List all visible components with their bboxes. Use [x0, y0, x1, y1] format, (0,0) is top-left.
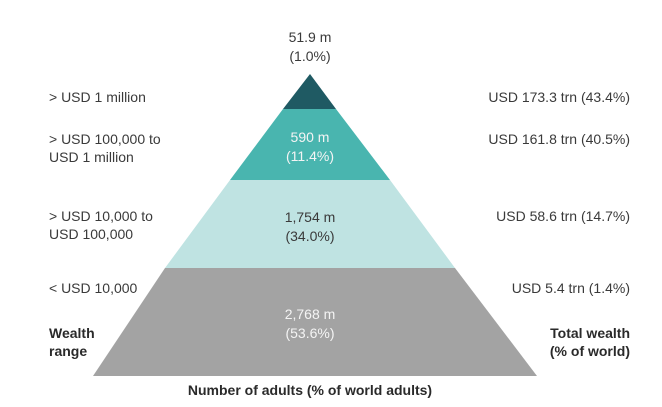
pyramid-tier-top	[283, 74, 336, 109]
legend-number-of-adults: Number of adults (% of world adults)	[187, 382, 433, 398]
lower-middle-tier-adults-pct: (34.0%)	[285, 228, 335, 244]
total-wealth-top: USD 173.3 trn (43.4%)	[488, 89, 630, 105]
pyramid-tier-upper-middle	[230, 109, 390, 180]
total-wealth-base: USD 5.4 trn (1.4%)	[511, 280, 630, 296]
wealth-range-lower-middle-line1: > USD 10,000 to	[49, 208, 153, 224]
total-wealth-lower-middle: USD 58.6 trn (14.7%)	[496, 208, 630, 224]
base-tier-adults-label: 2,768 m (53.6%)	[285, 305, 336, 343]
lower-middle-tier-adults: 1,754 m	[284, 209, 336, 225]
top-tier-adults-pct: (1.0%)	[289, 48, 331, 64]
base-tier-adults: 2,768 m	[284, 306, 336, 322]
base-tier-adults-pct: (53.6%)	[285, 325, 335, 341]
legend-total-wealth: Total wealth (% of world)	[550, 324, 630, 360]
wealth-range-lower-middle-line2: USD 100,000	[49, 226, 134, 242]
wealth-range-upper-middle: > USD 100,000 to USD 1 million	[49, 130, 161, 166]
legend-total-wealth-line2: (% of world)	[549, 343, 630, 359]
upper-middle-tier-adults-pct: (11.4%)	[286, 148, 334, 164]
wealth-range-top: > USD 1 million	[49, 89, 146, 105]
pyramid-tier-lower-middle	[165, 180, 455, 268]
lower-middle-tier-adults-label: 1,754 m (34.0%)	[285, 208, 336, 246]
legend-wealth-range-line2: range	[49, 343, 88, 359]
total-wealth-upper-middle: USD 161.8 trn (40.5%)	[488, 131, 630, 147]
legend-total-wealth-line1: Total wealth	[550, 325, 630, 341]
top-tier-adults-label: 51.9 m (1.0%)	[289, 28, 332, 66]
top-tier-adults: 51.9 m	[288, 29, 332, 45]
wealth-range-base: < USD 10,000	[49, 280, 138, 296]
upper-middle-tier-adults: 590 m	[290, 129, 330, 145]
legend-wealth-range-line1: Wealth	[49, 325, 95, 341]
wealth-range-upper-middle-line1: > USD 100,000 to	[49, 131, 161, 147]
wealth-range-upper-middle-line2: USD 1 million	[49, 149, 134, 165]
wealth-range-lower-middle: > USD 10,000 to USD 100,000	[49, 207, 153, 243]
upper-middle-tier-adults-label: 590 m (11.4%)	[286, 128, 334, 166]
pyramid-tier-base	[93, 268, 537, 376]
legend-wealth-range: Wealth range	[49, 324, 95, 360]
